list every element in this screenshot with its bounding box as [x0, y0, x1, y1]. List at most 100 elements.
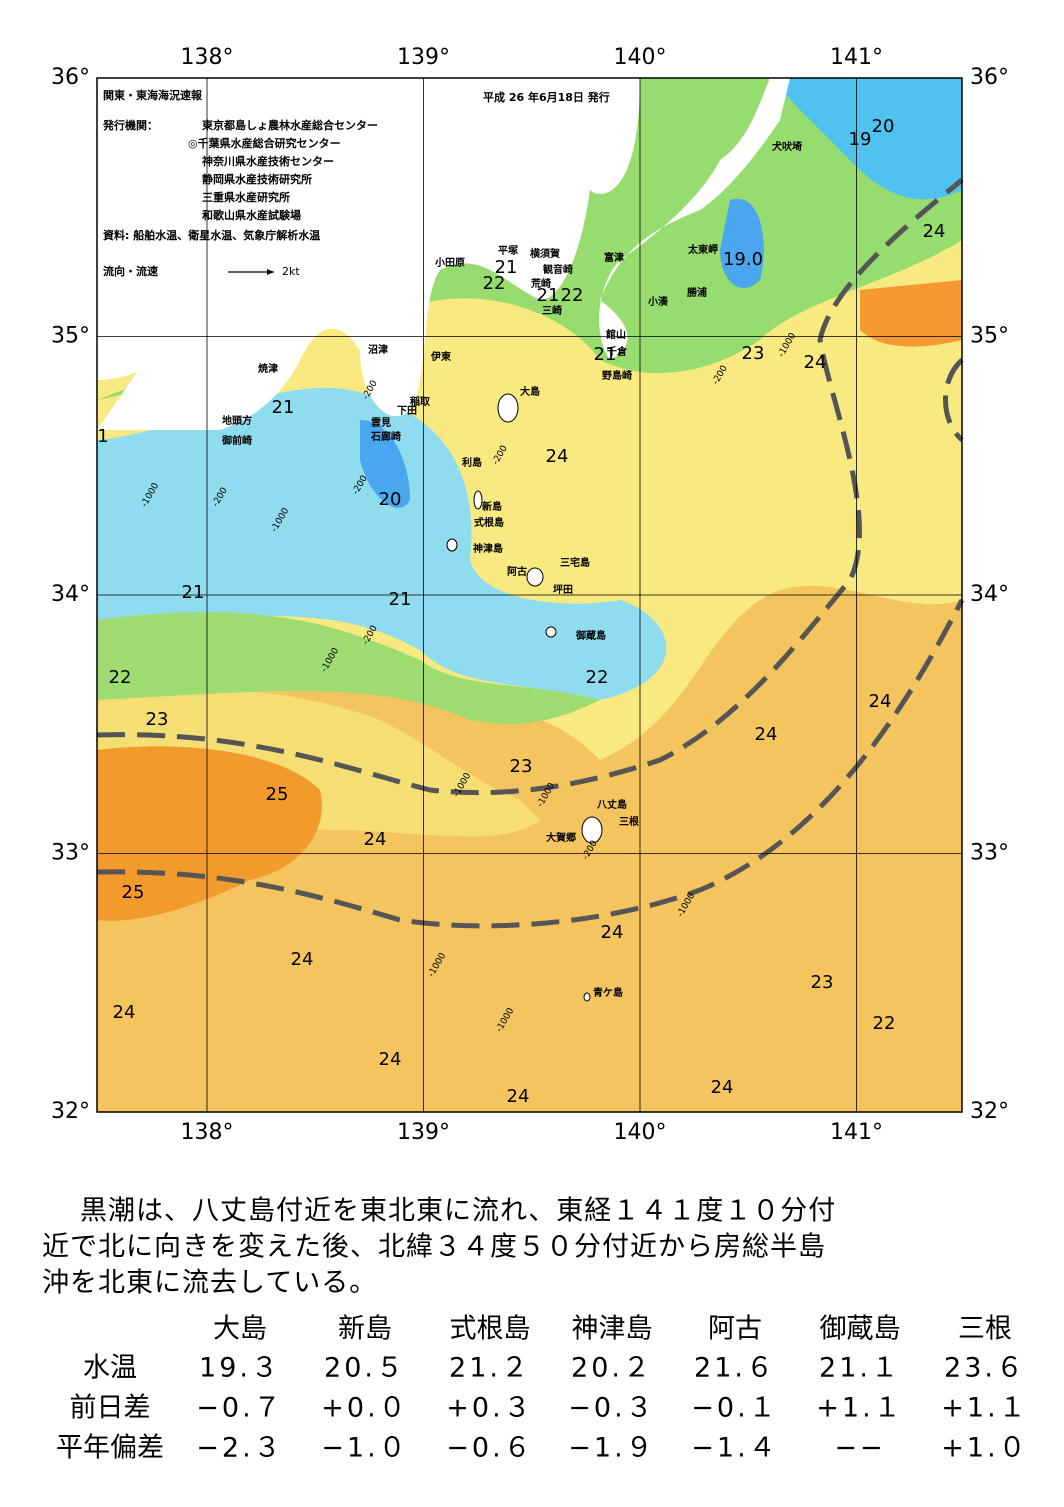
row-label: 前日差 — [70, 1393, 151, 1424]
place-name: 千倉 — [607, 345, 628, 358]
cell: −0.６ — [446, 1433, 533, 1464]
place-name: 勝浦 — [687, 286, 707, 299]
lat-label: 36° — [51, 65, 90, 90]
contour-label: 22 — [109, 667, 132, 688]
sea-cyan — [97, 387, 667, 700]
contour-label: 22 — [561, 285, 584, 306]
lat-label: 33° — [51, 841, 90, 866]
cell: +0.３ — [446, 1393, 533, 1424]
issuer: 三重県水産研究所 — [202, 190, 290, 204]
lon-label: 139° — [397, 1120, 450, 1145]
column-header: 御蔵島 — [820, 1314, 901, 1345]
place-name: 御前崎 — [221, 434, 252, 447]
cell: 21.１ — [819, 1353, 901, 1384]
lon-label: 139° — [397, 45, 450, 70]
contour-label: 24 — [601, 922, 624, 943]
land-boso — [599, 78, 790, 360]
island — [581, 816, 603, 844]
legend: 流向・流速 — [103, 264, 158, 278]
cell: 19.３ — [199, 1353, 281, 1384]
contour-label: 21 — [594, 344, 617, 365]
place-name: 石廊崎 — [370, 430, 401, 443]
place-name: 三崎 — [542, 304, 562, 317]
place-name: 八丈島 — [596, 798, 627, 811]
place-name: 坪田 — [553, 583, 573, 596]
summary-line: 黒潮は、八丈島付近を東北東に流れ、東経１４１度１０分付 — [80, 1196, 836, 1227]
issuer: 静岡県水産技術研究所 — [202, 172, 312, 186]
place-name: 三根 — [619, 815, 639, 828]
place-name: 阿古 — [507, 565, 527, 578]
source: 資料: 船舶水温、衛星水温、気象庁解析水温 — [103, 228, 320, 242]
lat-label: 34° — [51, 582, 90, 607]
cell: −2.３ — [196, 1433, 283, 1464]
island — [497, 393, 519, 423]
kuroshio-east — [943, 358, 964, 442]
lon-label: 140° — [614, 1120, 667, 1145]
place-name: 利島 — [462, 456, 482, 469]
contour-label: 25 — [266, 784, 289, 805]
map-frame — [96, 77, 963, 1113]
contour-label: 19.0 — [723, 249, 763, 270]
row-label: 水温 — [83, 1353, 137, 1384]
lat-label: 34° — [970, 582, 1009, 607]
lon-label: 138° — [181, 1120, 234, 1145]
lon-label: 138° — [181, 45, 234, 70]
map: 関東・東海海況速報 平成 26 年6月18日 発行 発行機関： 資料: 船舶水温… — [96, 77, 965, 1113]
cell: −1.４ — [691, 1433, 778, 1464]
summary-line: 近で北に向きを変えた後、北緯３４度５０分付近から房総半島 — [42, 1232, 826, 1263]
contour-label: 20 — [872, 116, 895, 137]
sea-cold-2 — [720, 198, 764, 289]
cell: 23.６ — [944, 1353, 1026, 1384]
contour-label: 24 — [291, 949, 314, 970]
issuer-label: 発行機関： — [102, 118, 158, 132]
island — [473, 490, 483, 510]
contour-label: 25 — [122, 882, 145, 903]
lat-label: 32° — [51, 1099, 90, 1124]
place-name: 富津 — [604, 251, 624, 264]
cell: +0.０ — [321, 1393, 408, 1424]
cell: −0.７ — [196, 1393, 283, 1424]
column-header: 式根島 — [450, 1314, 531, 1345]
lat-label: 32° — [970, 1099, 1009, 1124]
kuroshio-south — [96, 598, 965, 929]
cell: +1.１ — [941, 1393, 1028, 1424]
cell: −− — [834, 1433, 885, 1464]
place-name: 青ケ島 — [593, 986, 623, 999]
sea-cold-3 — [360, 420, 410, 508]
contour-label: 24 — [507, 1086, 530, 1107]
lon-label: 141° — [830, 45, 883, 70]
place-name: 横須賀 — [530, 247, 560, 260]
place-name: 小田原 — [434, 256, 465, 269]
island — [545, 626, 557, 638]
issuer: 東京都島しょ農林水産総合センター — [202, 118, 378, 132]
date: 平成 26 年6月18日 発行 — [483, 90, 610, 104]
lat-label: 35° — [970, 324, 1009, 349]
place-name: 小湊 — [647, 295, 669, 308]
place-name: 地頭方 — [222, 414, 252, 427]
column-header: 新島 — [338, 1314, 392, 1345]
place-name: 式根島 — [474, 516, 504, 529]
contour-label: 22 — [873, 1013, 896, 1034]
cell: +1.０ — [941, 1433, 1028, 1464]
place-name: 大島 — [520, 385, 540, 398]
land-honshu — [97, 78, 640, 430]
cell: 20.５ — [324, 1353, 406, 1384]
place-name: 大賀郷 — [546, 831, 576, 844]
contour-label: 21 — [537, 285, 560, 306]
cell: 21.６ — [694, 1353, 776, 1384]
island — [446, 538, 458, 552]
contour-label: 24 — [364, 829, 387, 850]
contour-label: 23 — [811, 972, 834, 993]
contour-label: 21 — [389, 589, 412, 610]
place-name: 御蔵島 — [575, 629, 606, 642]
sea-25 — [97, 746, 322, 921]
place-name: 観音崎 — [543, 263, 573, 276]
contour-label: 24 — [923, 221, 946, 242]
cell: −1.９ — [568, 1433, 655, 1464]
contour-label: 24 — [755, 724, 778, 745]
contour-label: 1 — [97, 426, 108, 447]
sea-cold-1 — [770, 78, 962, 200]
contour-label: 21 — [495, 257, 518, 278]
cell: 20.２ — [571, 1353, 653, 1384]
place-name: 荒崎 — [530, 277, 551, 290]
